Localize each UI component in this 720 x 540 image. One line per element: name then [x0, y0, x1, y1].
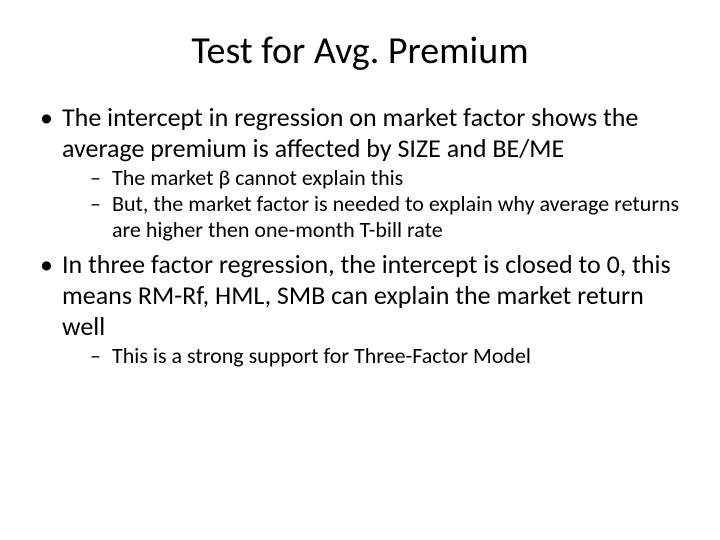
sub-bullet-item: But, the market factor is needed to expl…	[90, 191, 684, 243]
sub-bullet-list: The market β cannot explain this But, th…	[62, 165, 684, 243]
slide: Test for Avg. Premium The intercept in r…	[0, 0, 720, 540]
sub-bullet-item: This is a strong support for Three-Facto…	[90, 343, 684, 369]
sub-bullet-text: But, the market factor is needed to expl…	[112, 190, 679, 243]
sub-bullet-item: The market β cannot explain this	[90, 165, 684, 191]
bullet-item: The intercept in regression on market fa…	[36, 102, 684, 243]
bullet-text: The intercept in regression on market fa…	[62, 101, 638, 164]
sub-bullet-text: The market β cannot explain this	[112, 164, 403, 191]
bullet-list: The intercept in regression on market fa…	[36, 102, 684, 369]
sub-bullet-list: This is a strong support for Three-Facto…	[62, 343, 684, 369]
sub-bullet-text: This is a strong support for Three-Facto…	[112, 342, 531, 369]
bullet-text: In three factor regression, the intercep…	[62, 248, 671, 341]
slide-title: Test for Avg. Premium	[36, 28, 684, 74]
bullet-item: In three factor regression, the intercep…	[36, 249, 684, 369]
